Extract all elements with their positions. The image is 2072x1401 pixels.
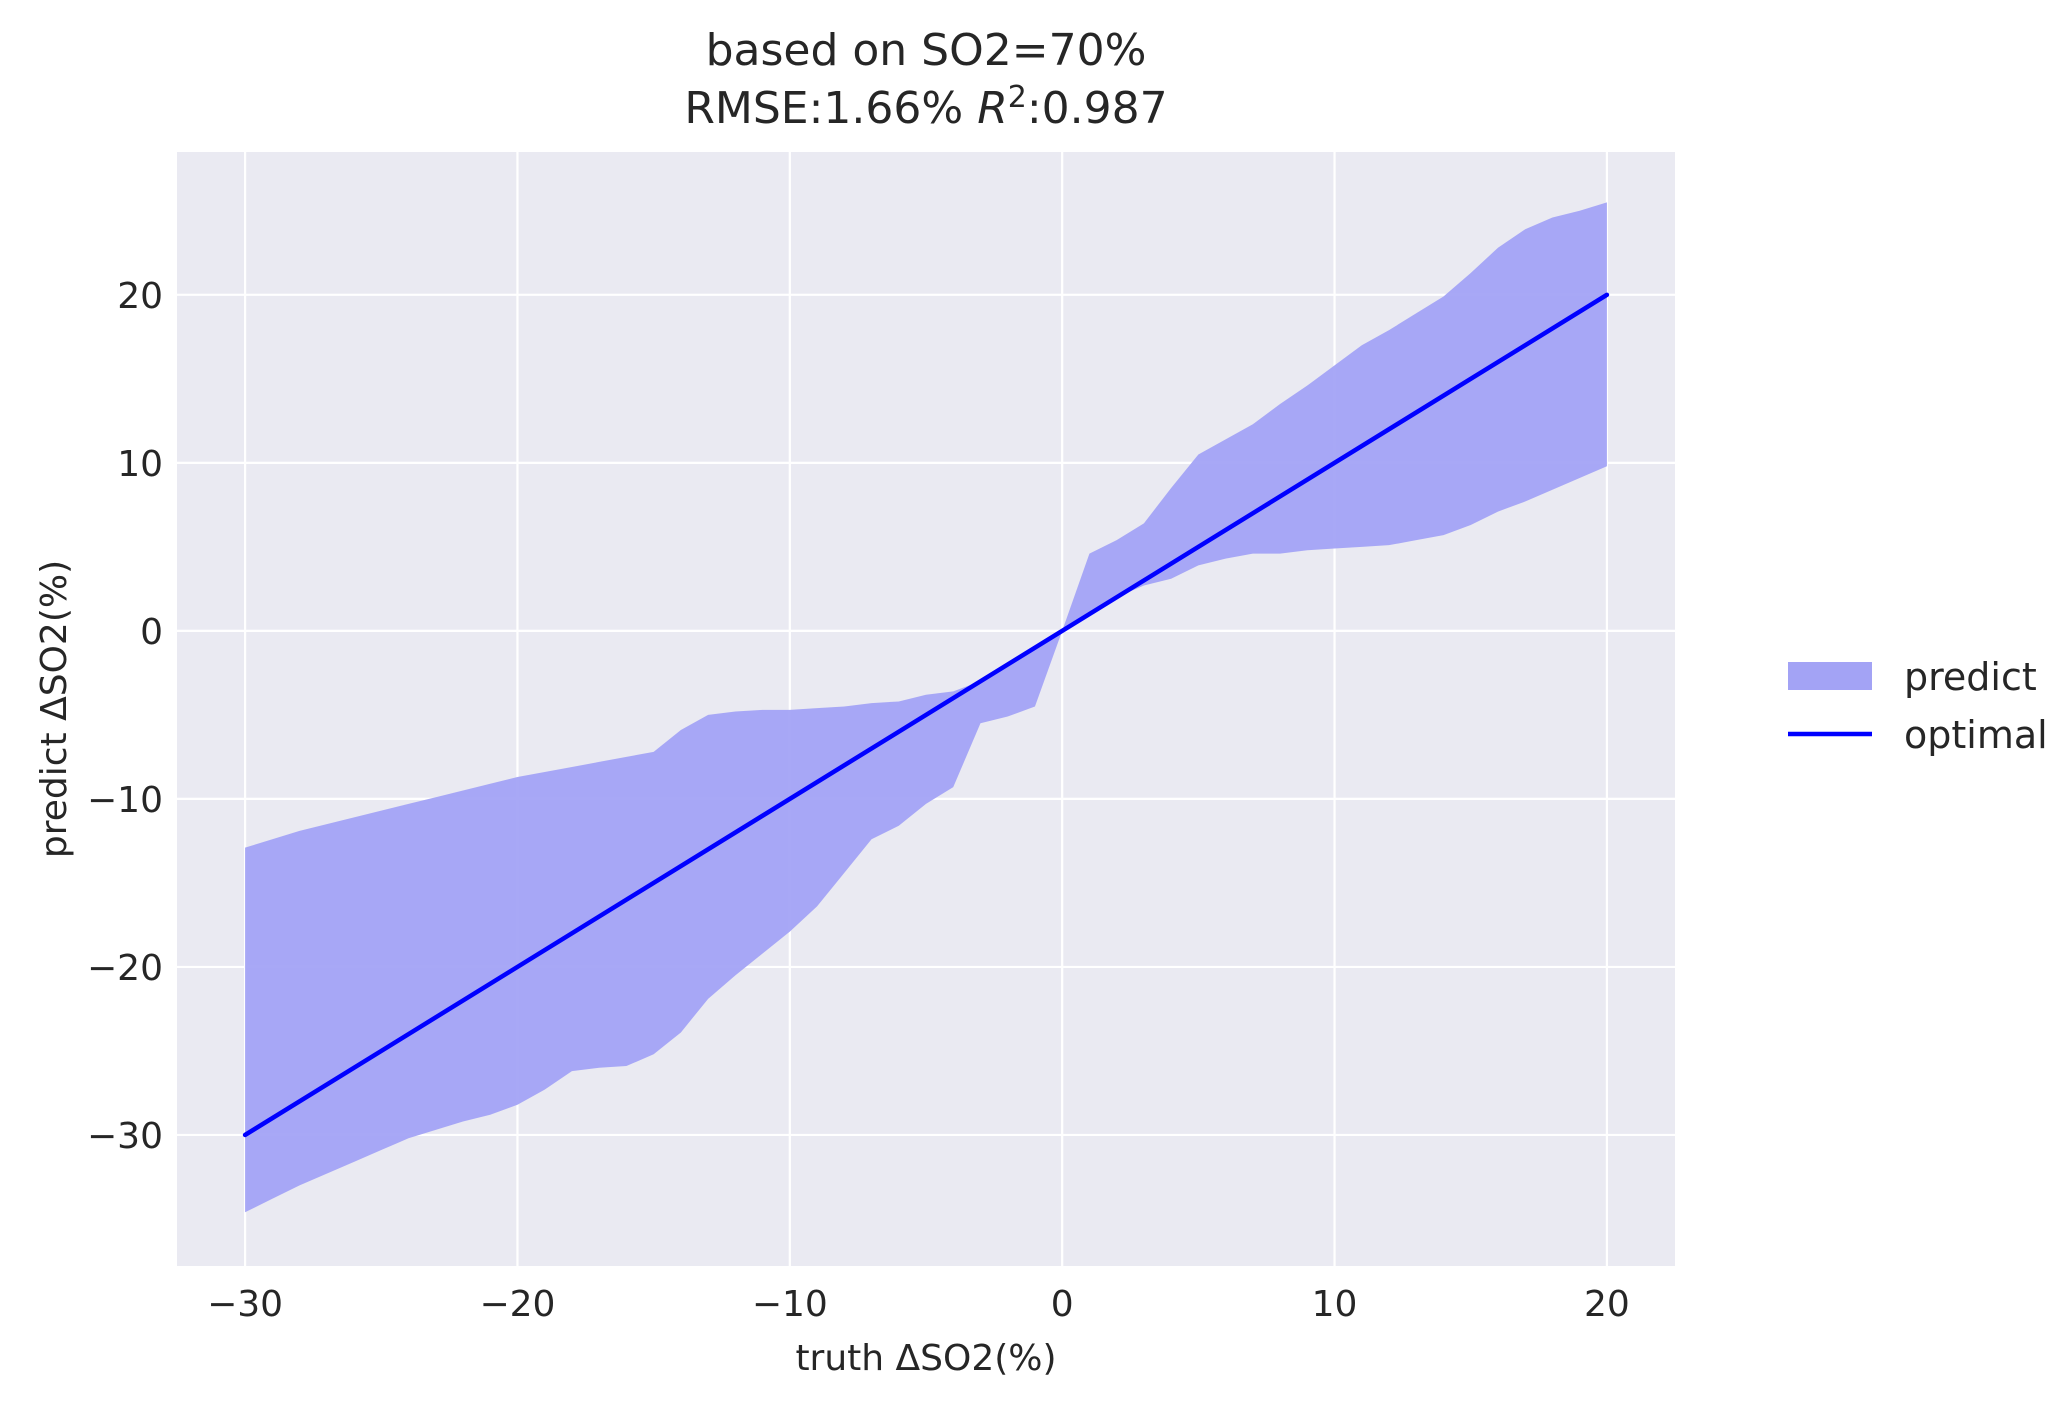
chart-title-line-2: RMSE:1.66% R2:0.987 bbox=[684, 80, 1167, 134]
y-tick-labels: −30 −20 −10 0 10 20 bbox=[87, 276, 163, 1157]
x-tick-label: 20 bbox=[1584, 1284, 1630, 1325]
y-tick-label: −10 bbox=[87, 780, 163, 821]
x-tick-label: 10 bbox=[1312, 1284, 1358, 1325]
legend: predict optimal bbox=[1788, 655, 2048, 757]
y-tick-label: 0 bbox=[140, 612, 163, 653]
predict-band bbox=[245, 202, 1607, 1213]
chart-title-line-1: based on SO2=70% bbox=[706, 25, 1147, 76]
x-tick-label: −10 bbox=[752, 1284, 828, 1325]
y-tick-label: 10 bbox=[117, 444, 163, 485]
optimal-line bbox=[242, 292, 1610, 1138]
title-r-superscript: 2 bbox=[1008, 80, 1027, 115]
y-tick-label: −20 bbox=[87, 948, 163, 989]
x-tick-label: −30 bbox=[207, 1284, 283, 1325]
x-axis-label: truth ΔSO2(%) bbox=[795, 1338, 1056, 1379]
title-rmse: RMSE:1.66% bbox=[684, 83, 977, 134]
legend-swatch-predict bbox=[1788, 662, 1872, 690]
x-tick-label: −20 bbox=[479, 1284, 555, 1325]
y-axis-label: predict ΔSO2(%) bbox=[34, 560, 75, 858]
legend-label-optimal: optimal bbox=[1904, 713, 2048, 757]
title-r: R bbox=[977, 83, 1008, 134]
y-tick-label: 20 bbox=[117, 276, 163, 317]
x-tick-label: 0 bbox=[1051, 1284, 1074, 1325]
title-r2-value: :0.987 bbox=[1027, 83, 1168, 134]
series-layer bbox=[242, 202, 1610, 1213]
x-tick-labels: −30 −20 −10 0 10 20 bbox=[207, 1284, 1630, 1325]
y-tick-label: −30 bbox=[87, 1116, 163, 1157]
legend-label-predict: predict bbox=[1904, 655, 2037, 699]
